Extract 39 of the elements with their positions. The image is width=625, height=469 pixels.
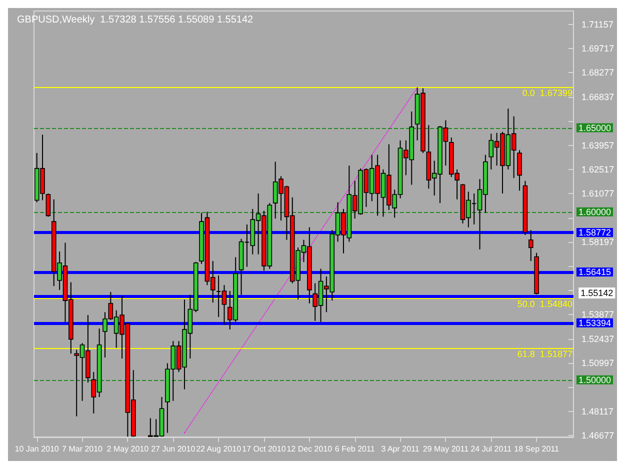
- y-tick-label: 1.62517: [581, 164, 614, 175]
- ref-line-label: 1.65000: [578, 122, 612, 133]
- ref-line-label: 1.50000: [578, 374, 612, 385]
- ref-line-label: 1.58772: [578, 227, 612, 238]
- y-tick-label: 1.63957: [581, 140, 614, 150]
- x-tick-label: 22 Aug 2010: [196, 444, 242, 454]
- y-tick-label: 1.50997: [581, 358, 614, 368]
- x-tick-label: 24 Jul 2011: [470, 444, 512, 454]
- y-tick-label: 1.71157: [581, 19, 614, 30]
- x-tick-label: 10 Jan 2010: [14, 444, 60, 454]
- y-tick-label: 1.58197: [581, 237, 614, 248]
- x-tick-label: 2 May 2010: [106, 444, 150, 454]
- y-tick-label: 1.52437: [581, 334, 614, 344]
- candlestick: [528, 230, 534, 262]
- ref-line-label: 1.60000: [578, 206, 612, 217]
- candlestick: [46, 193, 51, 218]
- y-tick-label: 1.46677: [581, 430, 614, 441]
- x-tick-label: 3 Apr 2011: [381, 444, 420, 454]
- chart-title: GBPUSD,Weekly 1.57328 1.57556 1.55089 1.55142: [17, 14, 254, 26]
- ref-line-label: 50.0 1.54840: [517, 299, 572, 310]
- y-tick-label: 1.61077: [581, 188, 614, 199]
- x-tick-label: 7 Mar 2010: [62, 444, 104, 454]
- y-tick-label: 1.68277: [581, 68, 614, 78]
- y-tick-label: 1.69717: [581, 44, 614, 54]
- y-tick-label: 1.48117: [581, 406, 614, 417]
- ref-line-label: 61.8 1.51877: [517, 348, 572, 359]
- ref-line-label: 0.0 1.67399: [522, 88, 572, 98]
- y-tick-label: 1.53877: [581, 310, 614, 320]
- ref-line-label: 1.53394: [578, 318, 612, 328]
- ref-line-label: 1.56415: [578, 267, 612, 278]
- x-tick-label: 18 Sep 2011: [514, 444, 560, 454]
- x-tick-label: 17 Oct 2010: [242, 444, 286, 454]
- y-tick-label: 1.66837: [581, 92, 614, 102]
- x-tick-label: 12 Dec 2010: [286, 444, 333, 454]
- candlestick: [517, 150, 522, 192]
- x-tick-label: 29 May 2011: [422, 444, 470, 454]
- x-tick-label: 27 Jun 2010: [151, 444, 196, 454]
- text: 1.55142: [580, 288, 614, 298]
- x-tick-label: 6 Feb 2011: [334, 444, 376, 454]
